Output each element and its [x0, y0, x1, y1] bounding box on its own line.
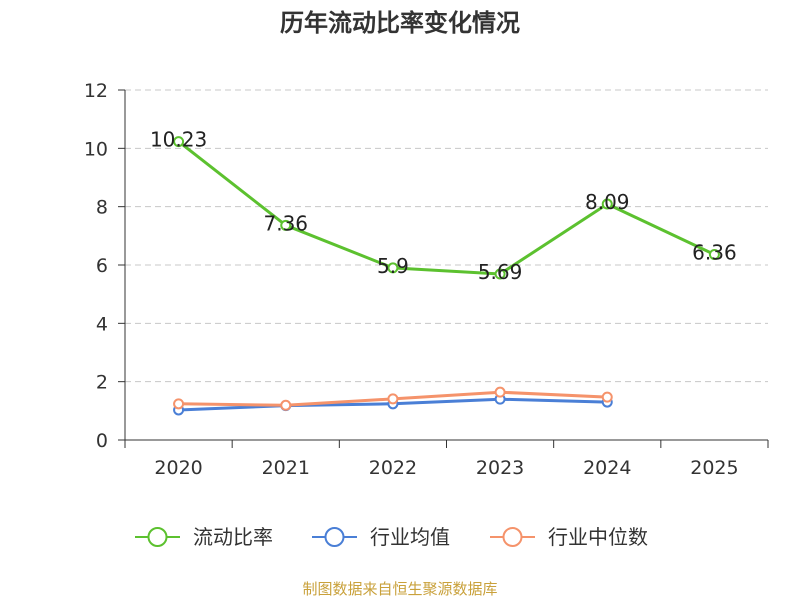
- y-tick-label: 8: [96, 197, 108, 219]
- series-2: [173, 386, 613, 411]
- x-tick-label: 2025: [690, 457, 738, 479]
- legend-label: 行业中位数: [548, 525, 648, 549]
- data-label: 6.36: [692, 241, 737, 265]
- data-label: 10.23: [150, 128, 207, 152]
- data-label: 5.69: [478, 260, 523, 284]
- legend-marker: [324, 527, 345, 547]
- data-point: [601, 198, 613, 210]
- data-point: [173, 136, 185, 148]
- axes: 0 2 4 6 8 10 12 2020 2021 2022 2023 2024 2025: [84, 80, 769, 479]
- data-point: [494, 268, 506, 280]
- legend-label: 流动比率: [193, 525, 273, 549]
- y-tick-label: 12: [84, 80, 108, 102]
- legend-item-2: 行业中位数: [490, 525, 648, 549]
- grid-lines: [125, 89, 768, 383]
- y-tick-label: 0: [96, 430, 108, 452]
- data-point: [601, 391, 613, 403]
- x-tick-label: 2022: [369, 457, 417, 479]
- legend-item-1: 行业均值: [312, 525, 450, 549]
- x-tick-label: 2023: [476, 457, 524, 479]
- data-label: 8.09: [585, 190, 630, 214]
- series-layer: 10.23 7.36 5.9 5.69 8.09 6.36: [150, 128, 737, 416]
- data-point: [280, 399, 292, 411]
- data-point: [387, 262, 399, 274]
- data-label: 7.36: [263, 211, 308, 235]
- legend-marker: [147, 527, 168, 547]
- x-tick-label: 2021: [262, 457, 310, 479]
- legend-marker: [502, 527, 523, 547]
- data-point: [494, 386, 506, 398]
- y-tick-label: 2: [96, 372, 108, 394]
- data-point: [708, 249, 720, 260]
- legend-item-0: 流动比率: [135, 525, 273, 549]
- x-tick-label: 2024: [583, 457, 631, 479]
- x-tick-label: 2020: [154, 457, 202, 479]
- y-tick-label: 4: [96, 313, 108, 335]
- series-line: [177, 140, 716, 276]
- legend: 流动比率 行业均值 行业中位数: [135, 525, 648, 549]
- data-point: [173, 398, 185, 410]
- legend-label: 行业均值: [370, 525, 450, 549]
- chart-title: 历年流动比率变化情况: [280, 9, 520, 37]
- data-label: 5.9: [377, 254, 409, 278]
- y-tick-label: 6: [96, 255, 108, 277]
- data-point: [280, 219, 292, 231]
- data-point: [387, 393, 399, 405]
- y-tick-label: 10: [84, 138, 108, 160]
- series-0: 10.23 7.36 5.9 5.69 8.09 6.36: [150, 128, 737, 284]
- data-source-footer: 制图数据来自恒生聚源数据库: [302, 580, 498, 598]
